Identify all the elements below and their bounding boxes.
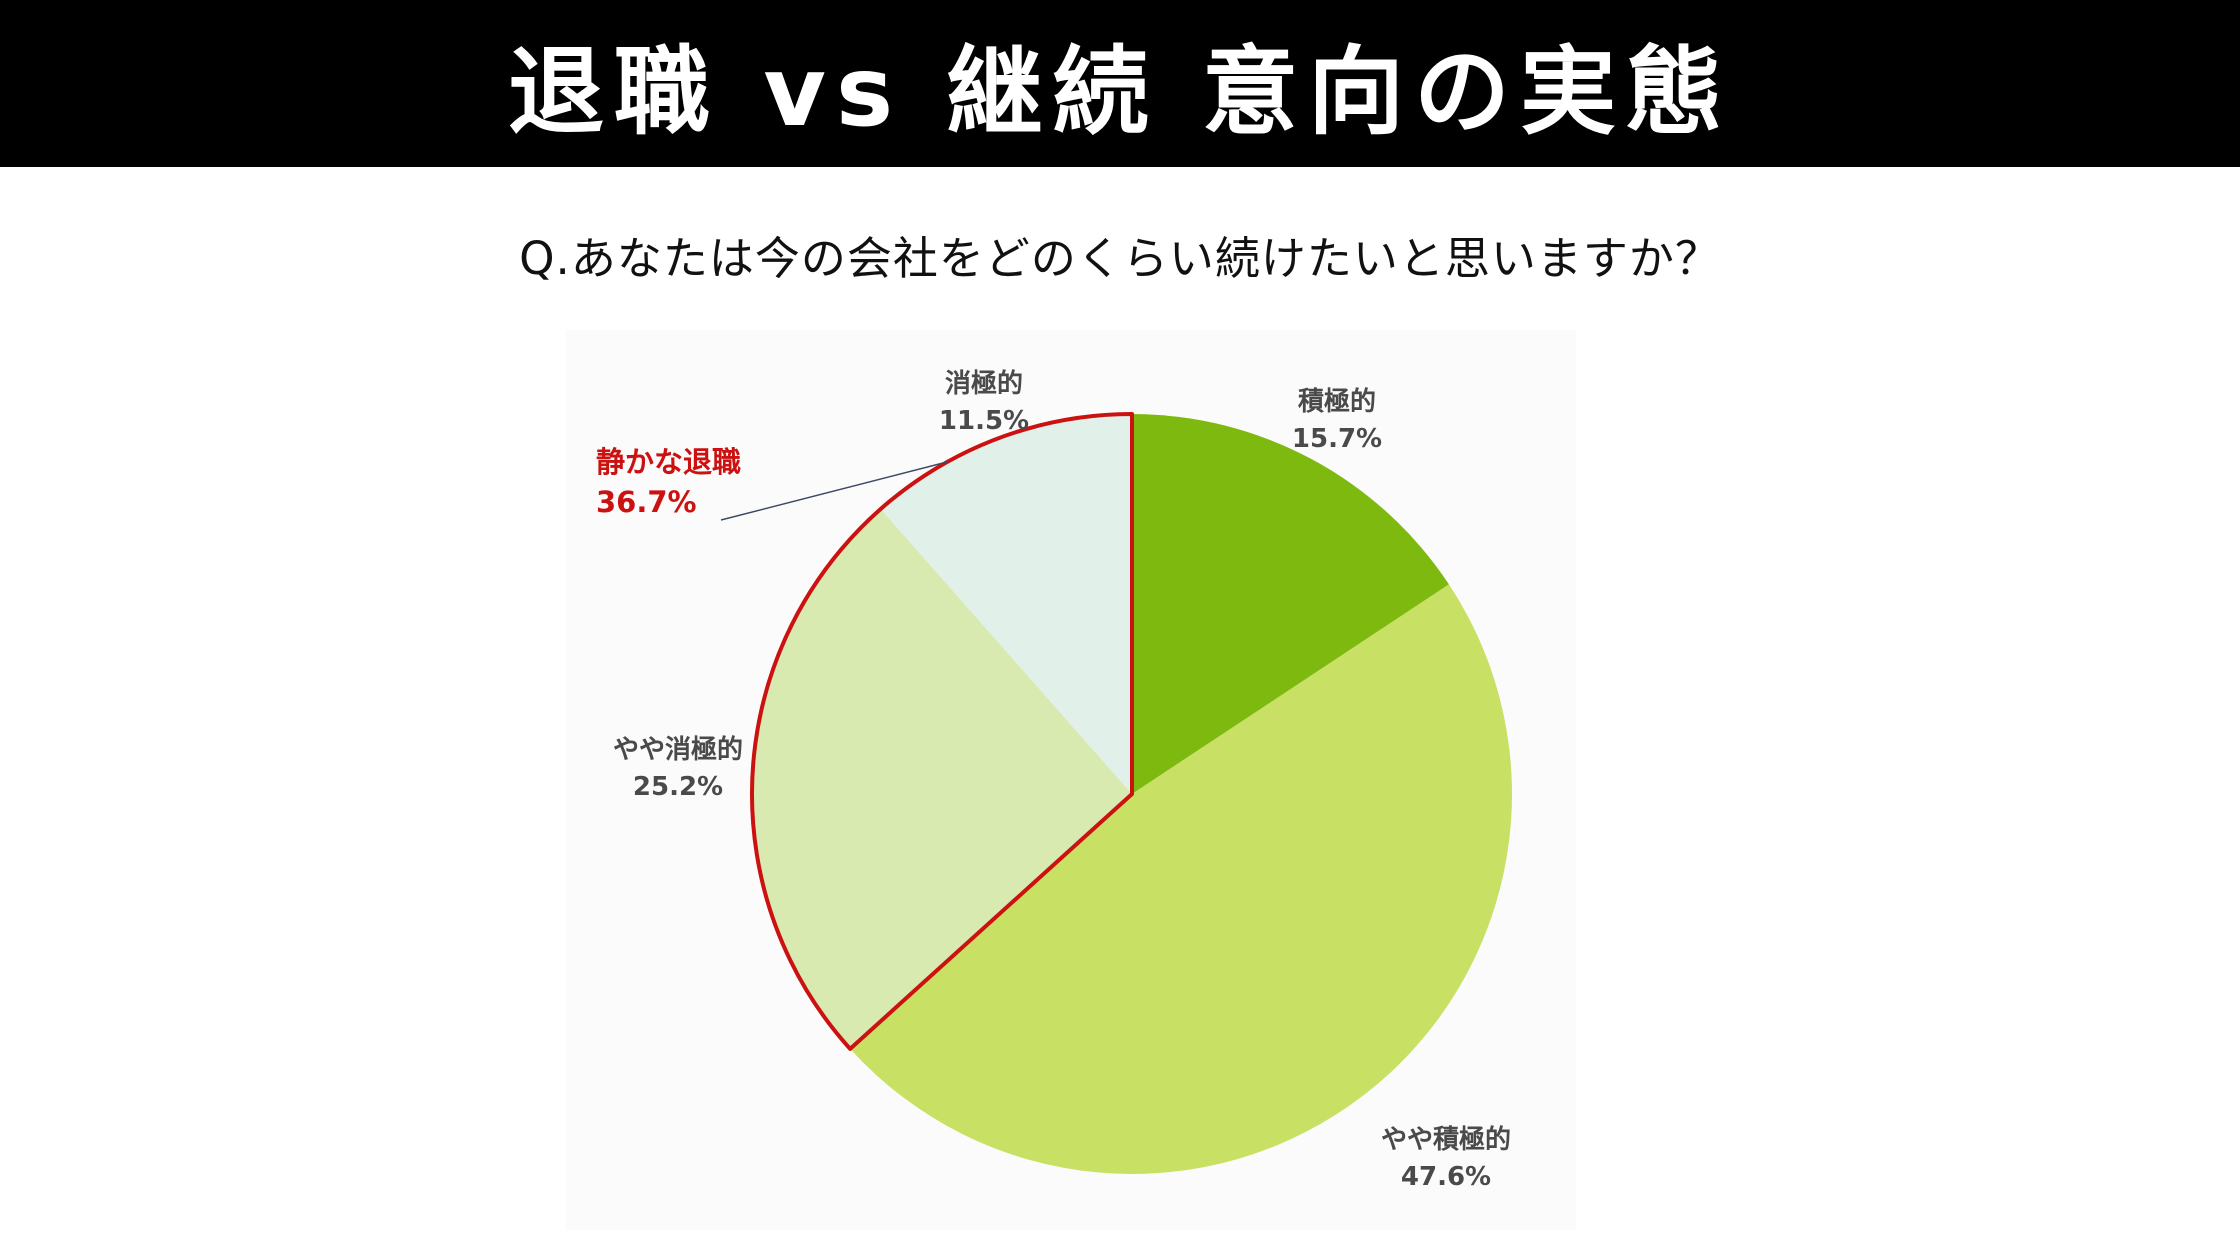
annotation-leader-line [720, 461, 948, 521]
chart-panel: 積極的 15.7% やや積極的 47.6% やや消極的 25.2% 消極的 11.5% 静かな退… [566, 330, 1576, 1230]
quiet-quitting-outline [750, 412, 1134, 1051]
annotation-leader [720, 461, 948, 521]
slice-value-4: 11.5% [939, 406, 1029, 436]
pie-slice-3 [752, 508, 1132, 1049]
pie-slices [752, 414, 1513, 1175]
slice-value-2: 47.6% [1401, 1162, 1491, 1192]
slice-label-1: 積極的 [1298, 386, 1376, 417]
pie-slice-1 [1132, 414, 1449, 794]
title-bar: 退職 vs 継続 意向の実態 [0, 0, 2240, 167]
slice-labels: 積極的 15.7% やや積極的 47.6% やや消極的 25.2% 消極的 11.5% 静かな退… [596, 368, 1511, 1192]
annotation-value: 36.7% [596, 485, 697, 519]
slice-label-2: やや積極的 [1381, 1124, 1511, 1155]
page-title: 退職 vs 継続 意向の実態 [508, 36, 1732, 148]
pie-chart: 積極的 15.7% やや積極的 47.6% やや消極的 25.2% 消極的 11.5% 静かな退… [596, 368, 1513, 1192]
slice-label-3: やや消極的 [613, 734, 743, 765]
pie-slice-4 [880, 414, 1132, 794]
annotation-label: 静かな退職 [596, 445, 741, 479]
slice-value-1: 15.7% [1292, 424, 1382, 454]
slice-label-4: 消極的 [945, 368, 1023, 399]
pie-slice-2 [850, 584, 1513, 1175]
annotation-outline [750, 412, 1134, 1051]
slice-value-3: 25.2% [633, 772, 723, 802]
survey-question: Q.あなたは今の会社をどのくらい続けたいと思いますか？ [519, 232, 1721, 285]
